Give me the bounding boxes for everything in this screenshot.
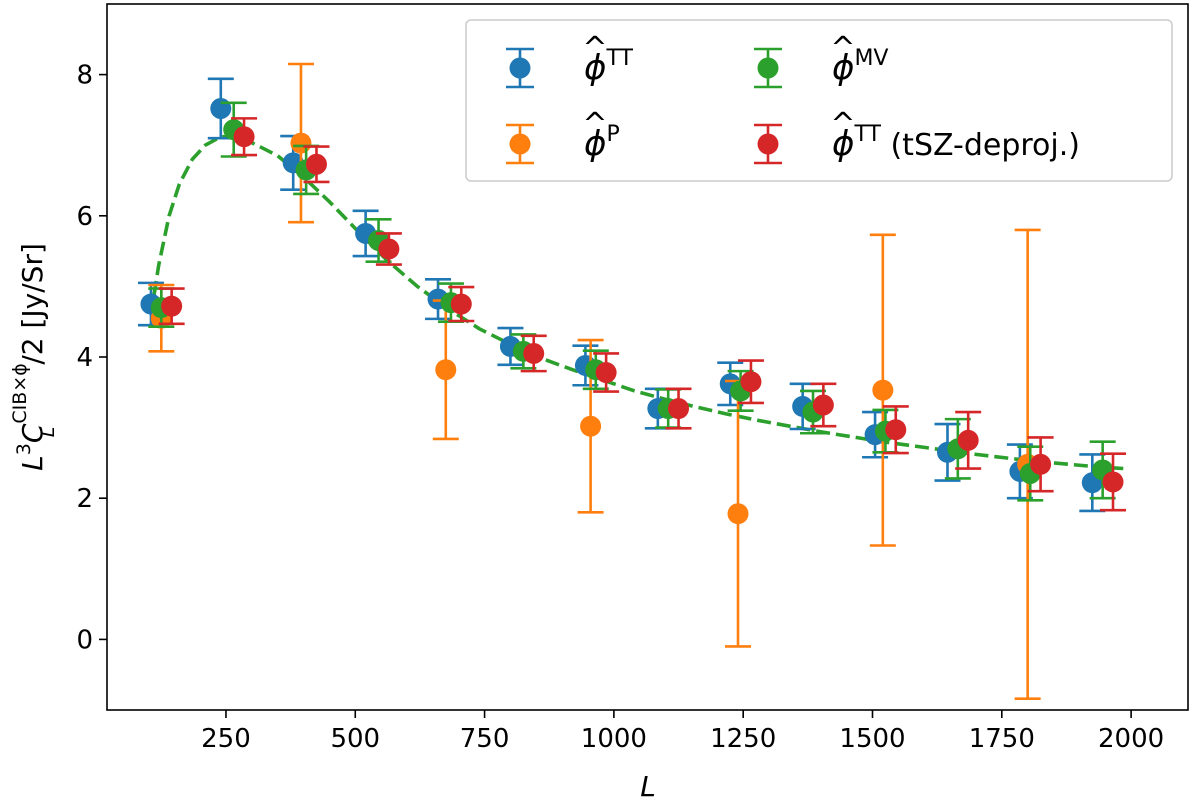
legend: ϕTT^ϕP^ϕMV^ϕTT (tSZ-deproj.)^ [465,19,1173,182]
data-point [668,398,690,420]
x-tick-label: 1500 [839,724,905,754]
data-point [580,415,602,437]
x-tick-label: 1250 [710,724,776,754]
x-tick-label: 2000 [1098,724,1164,754]
data-point [1030,453,1052,475]
legend-entry-1: ϕP^ [506,107,620,165]
x-axis-label: L [640,770,656,802]
y-tick-label: 4 [76,343,93,373]
legend-marker [757,57,779,79]
axes: 250 500 750 1000 1250 1500 1750 2000 0 2 4 6 8 [76,61,1164,754]
data-point [812,394,834,416]
legend-hat: ^ [830,31,855,66]
legend-label: ϕTT (tSZ-deproj.) [832,122,1080,164]
y-tick-label: 2 [76,484,93,514]
x-tick-label: 1000 [581,724,647,754]
series-3 [158,117,1127,512]
legend-marker [509,57,531,79]
plot-marks [137,62,1127,701]
data-point [210,97,232,119]
data-point [523,342,545,364]
legend-hat: ^ [582,107,607,142]
data-point [872,379,894,401]
x-tick-label: 500 [330,724,380,754]
data-point [450,293,472,315]
y-tick-label: 8 [76,61,93,91]
data-point [727,503,749,525]
legend-label: ϕP [584,122,620,164]
data-point [885,419,907,441]
x-tick-label: 1750 [969,724,1035,754]
y-axis-label: L3CCIB×ϕL/2 [Jy/Sr] [9,243,59,471]
data-point [1102,471,1124,493]
data-point [957,429,979,451]
legend-hat: ^ [830,107,855,142]
data-point [740,371,762,393]
data-point [290,132,312,154]
data-point [378,238,400,260]
y-tick-label: 6 [76,202,93,232]
x-tick-label: 750 [460,724,510,754]
legend-label: ϕMV [832,46,888,88]
legend-hat: ^ [582,31,607,66]
legend-entry-2: ϕMV^ [754,31,888,89]
data-point [305,153,327,175]
legend-marker [757,133,779,155]
legend-box [465,19,1173,182]
data-point [435,359,457,381]
legend-label: ϕTT [584,46,633,88]
x-tick-label: 250 [201,724,251,754]
legend-entry-3: ϕTT (tSZ-deproj.)^ [754,107,1080,165]
data-point [233,126,255,148]
data-point [161,295,183,317]
legend-entry-0: ϕTT^ [506,31,633,89]
data-point [595,362,617,384]
y-tick-label: 0 [76,625,93,655]
legend-marker [509,133,531,155]
